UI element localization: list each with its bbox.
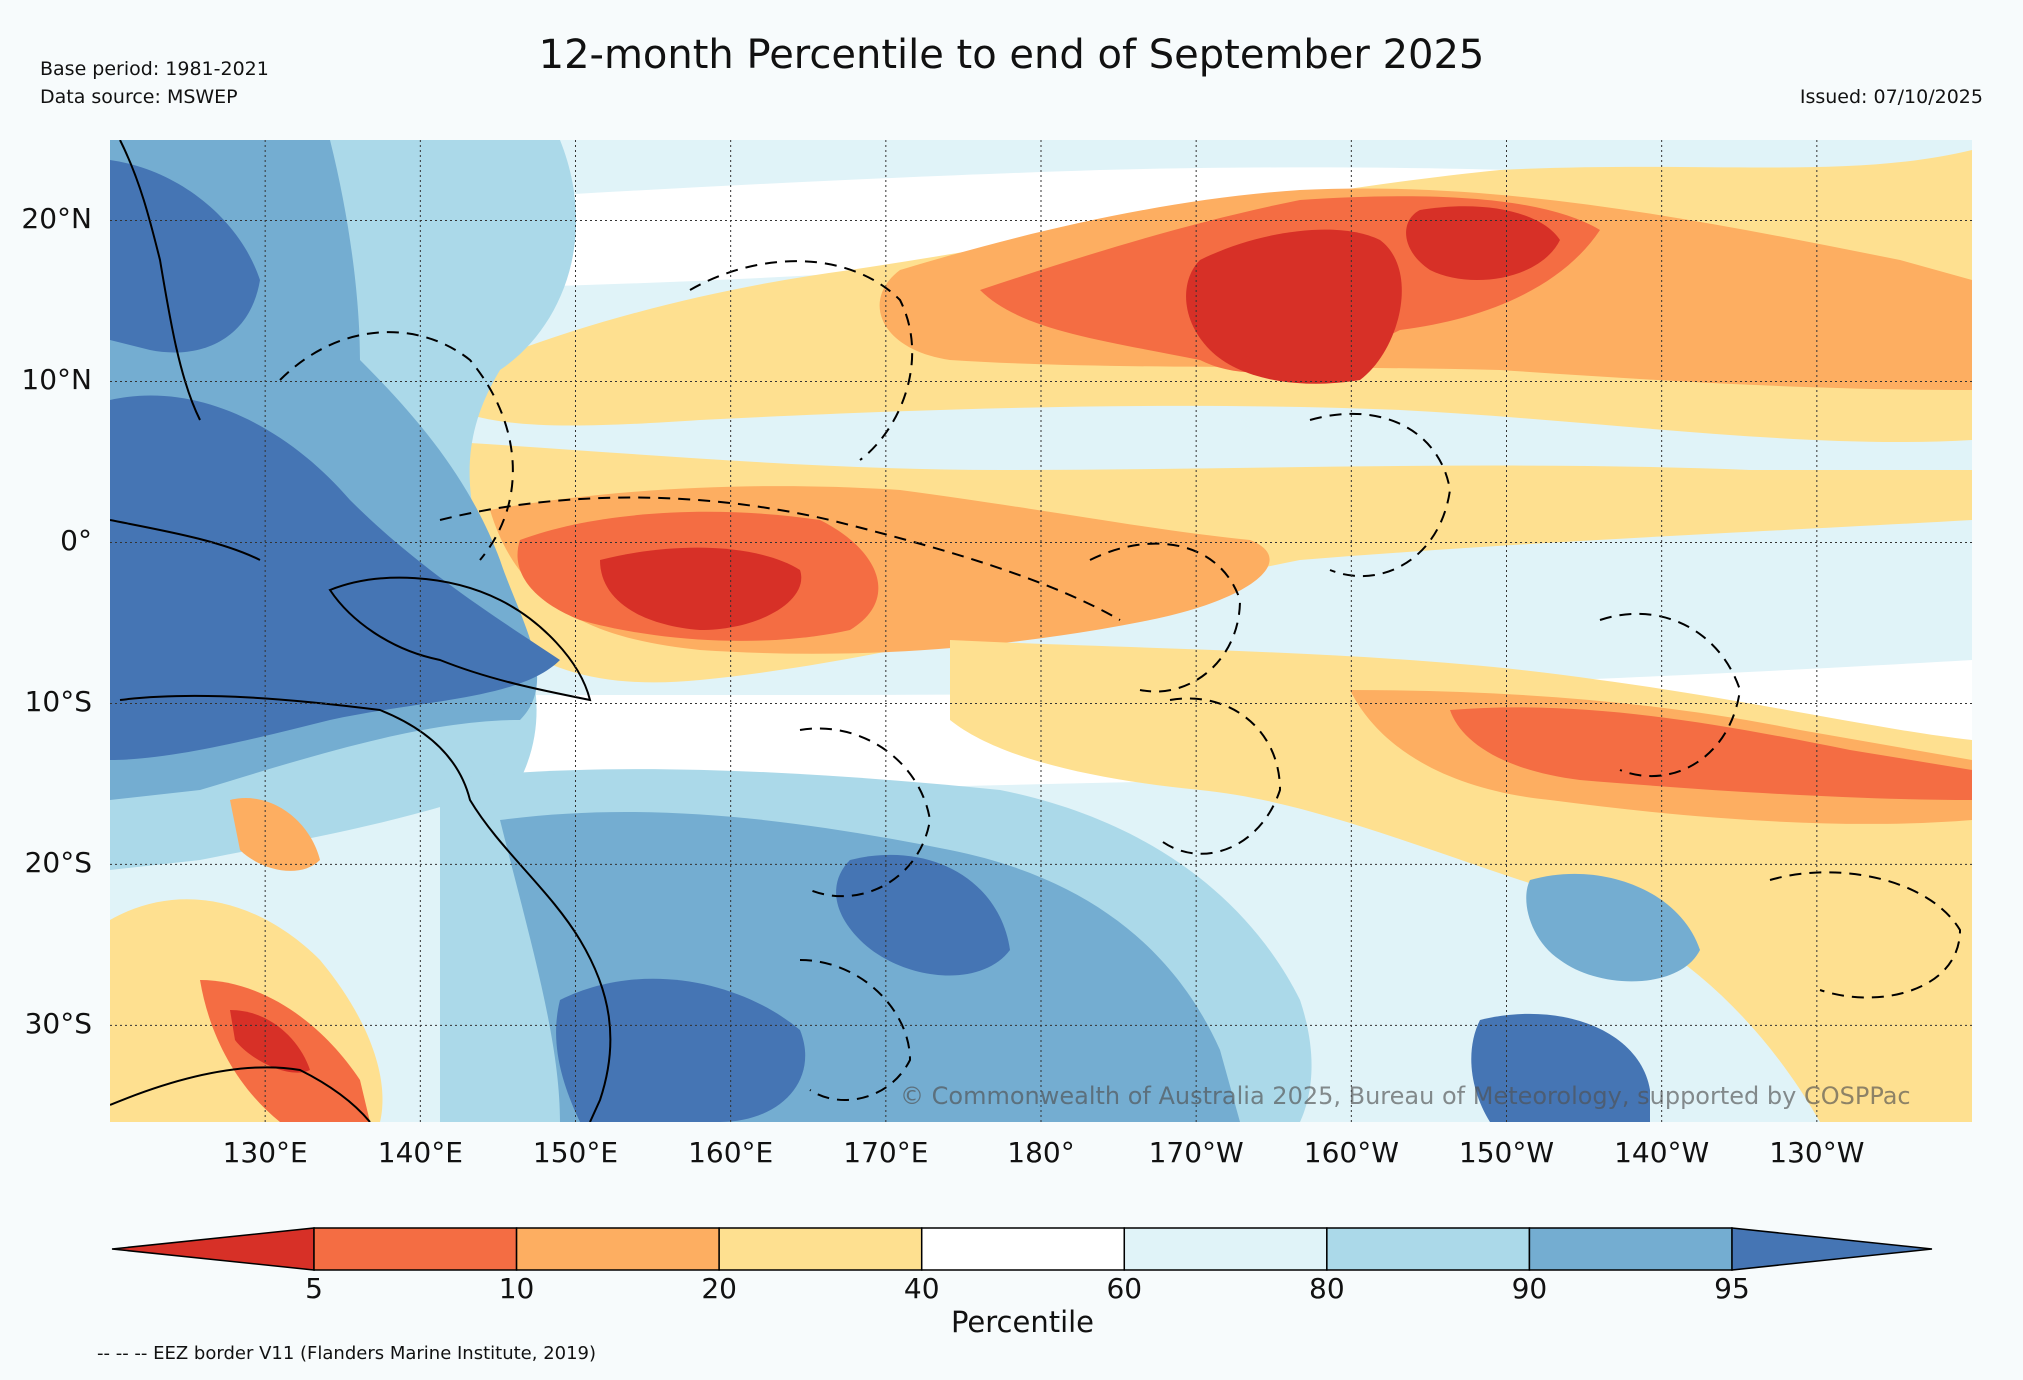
wettest-area-north-west: [110, 160, 260, 353]
lat-tick-label: 10°N: [21, 363, 92, 397]
lat-tick-label: 20°S: [24, 846, 92, 880]
copyright-notice: © Commonwealth of Australia 2025, Bureau…: [900, 1082, 1911, 1110]
colorbar-tick-label: 20: [701, 1272, 737, 1305]
map-field: [110, 140, 1972, 1122]
colorbar-swatch: [313, 1227, 518, 1271]
driest-area-north-east: [1406, 206, 1560, 280]
lon-tick-label: 180°: [1007, 1136, 1075, 1169]
colorbar-tick-label: 60: [1106, 1272, 1143, 1305]
very-dry-area-south-east: [1450, 707, 1972, 800]
australia-coast-south: [110, 1066, 371, 1122]
lat-tick-label: 0°: [60, 524, 92, 558]
eez-border-9: [1159, 697, 1282, 855]
lat-tick-label: 30°S: [24, 1007, 92, 1041]
colorbar-label: Percentile: [950, 1305, 1095, 1339]
driest-area-equator: [600, 547, 802, 630]
colorbar-tick-label: 40: [903, 1272, 940, 1305]
eez-border-10: [799, 959, 912, 1101]
colorbar-swatch: [1326, 1227, 1531, 1271]
lon-tick-label: 170°W: [1148, 1136, 1244, 1169]
colorbar-extend-high: [1731, 1227, 1933, 1271]
colorbar-swatch: [515, 1227, 720, 1271]
eez-border-4: [1089, 542, 1242, 693]
lon-tick-label: 130°E: [222, 1136, 308, 1169]
dry-patch-australia-north: [230, 798, 320, 871]
eez-border-8: [799, 727, 932, 898]
colorbar-tick-label: 80: [1309, 1272, 1345, 1305]
data-source: Data source: MSWEP: [40, 86, 238, 108]
lon-tick-label: 160°E: [688, 1136, 774, 1169]
lon-tick-label: 160°W: [1303, 1136, 1399, 1169]
lon-tick-label: 140°W: [1614, 1136, 1710, 1169]
colorbar-extend-low: [111, 1227, 315, 1271]
lon-tick-label: 150°W: [1458, 1136, 1555, 1169]
colorbar-swatch: [920, 1227, 1126, 1271]
eez-border-7: [1769, 871, 1962, 999]
indonesia-coast: [110, 519, 261, 561]
eez-legend-note: -- -- -- EEZ border V11 (Flanders Marine…: [97, 1343, 597, 1364]
lon-tick-label: 140°E: [377, 1136, 463, 1169]
eez-borders: [279, 260, 1962, 1101]
colorbar-swatch: [718, 1227, 923, 1271]
map-title: 12-month Percentile to end of September …: [538, 32, 1485, 78]
colorbar-tick-label: 5: [305, 1272, 323, 1305]
philippines-coast: [119, 140, 201, 421]
gridlines: [110, 140, 1972, 1122]
driest-area-north: [1186, 229, 1402, 384]
lat-tick-label: 10°S: [24, 685, 92, 719]
eez-border-2: [689, 260, 914, 461]
colorbar-swatch: [1123, 1227, 1328, 1271]
lat-tick-label: 20°N: [21, 202, 92, 236]
wettest-area-west: [110, 395, 560, 760]
issued-date: Issued: 07/10/2025: [1799, 86, 1983, 108]
wettest-area-south-1: [556, 978, 806, 1122]
lon-tick-label: 170°E: [843, 1136, 929, 1169]
wettest-area-south-2: [836, 854, 1010, 976]
base-period: Base period: 1981-2021: [40, 58, 269, 80]
coastlines: [110, 140, 612, 1122]
australia-coast-east: [119, 694, 612, 1122]
new-guinea-coast: [328, 576, 592, 702]
wettest-area-south-3: [1471, 1013, 1650, 1122]
eez-border-1: [279, 331, 514, 561]
colorbar-tick-label: 95: [1714, 1272, 1750, 1305]
colorbar-swatch: [1528, 1227, 1733, 1271]
wet-area-south-east: [1526, 873, 1700, 982]
lon-tick-label: 130°W: [1769, 1136, 1865, 1169]
colorbar-tick-label: 90: [1511, 1272, 1548, 1305]
colorbar-tick-label: 10: [498, 1272, 535, 1305]
colorbar: [111, 1227, 1933, 1271]
lon-tick-label: 150°E: [532, 1136, 619, 1169]
